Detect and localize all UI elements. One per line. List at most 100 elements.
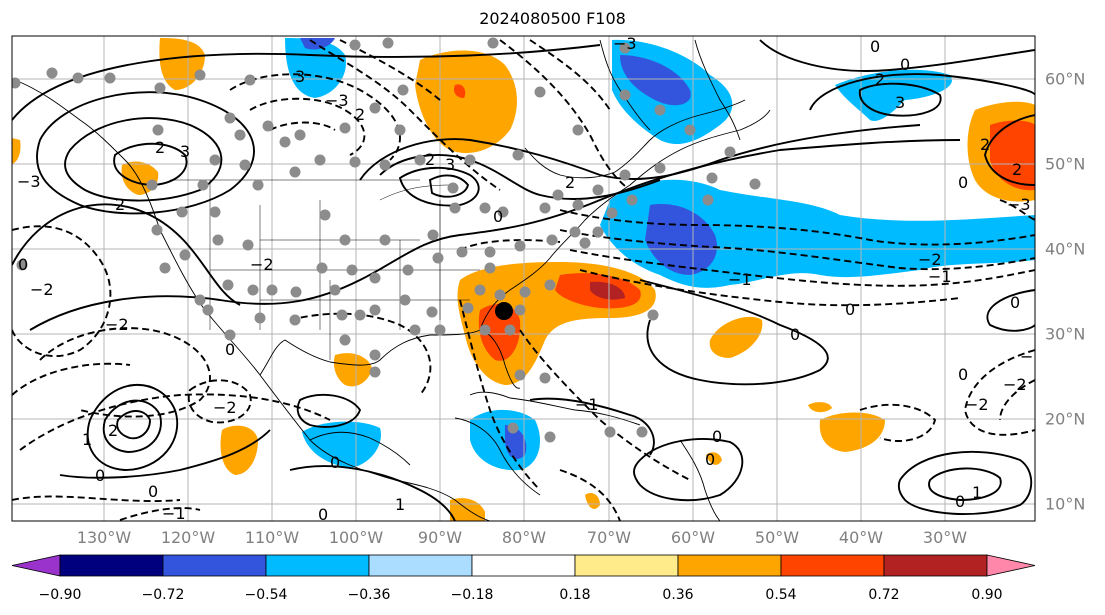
y-tick-label: 50°N — [1045, 154, 1086, 174]
contour-label: 2 — [1012, 160, 1022, 179]
contour-label: 2 — [155, 138, 165, 157]
colorbar-tick-label: −0.72 — [141, 587, 185, 603]
contour-label: −3 — [1007, 195, 1031, 214]
contour-label: 0 — [955, 492, 965, 511]
colorbar-segment — [265, 554, 370, 577]
colorbar-tick-label: −0.54 — [244, 587, 288, 603]
colorbar-tick-label: −0.90 — [38, 587, 82, 603]
contour-label: 0 — [95, 466, 105, 485]
contour-label: −3 — [325, 91, 349, 110]
contour-label: 2 — [115, 195, 125, 214]
contour-label: −1 — [575, 395, 599, 414]
contour-label: −3 — [613, 34, 637, 53]
contours-negative — [12, 39, 1035, 521]
contour-label: 0 — [493, 207, 503, 226]
colorbar-tick-label: 0.18 — [559, 587, 591, 603]
contour-label: 0 — [712, 427, 722, 446]
colorbar-segment — [59, 554, 164, 577]
contour-label: −1 — [162, 504, 186, 523]
colorbar-tick-label: −0.36 — [347, 587, 391, 603]
contour-label: −2 — [965, 395, 989, 414]
plot-frame — [11, 35, 1036, 522]
highlight-marker — [495, 302, 513, 320]
x-tick-label: 130°W — [76, 528, 132, 547]
contour-label: 3 — [295, 67, 305, 86]
x-tick-label: 70°W — [586, 528, 632, 547]
colorbar-segment — [162, 554, 267, 577]
contour-label: 3 — [895, 93, 905, 112]
contour-label: 1 — [395, 495, 405, 514]
y-tick-label: 60°N — [1045, 69, 1086, 89]
positive-anomaly-small-1 — [159, 38, 205, 90]
contour-label: 0 — [1010, 293, 1020, 312]
y-tick-label: 30°N — [1045, 324, 1086, 344]
y-tick-label: 40°N — [1045, 239, 1086, 259]
x-tick-label: 100°W — [328, 528, 384, 547]
contour-label: 2 — [980, 135, 990, 154]
colorbar-extend-high — [986, 554, 1036, 577]
colorbar-segment — [471, 554, 576, 577]
positive-anomaly-canada — [415, 50, 517, 154]
x-tick-label: 40°W — [838, 528, 884, 547]
colorbar-segment — [677, 554, 782, 577]
colorbar-segment — [368, 554, 473, 577]
contour-label: 0 — [845, 300, 855, 319]
contour-label: −2 — [213, 398, 237, 417]
colorbar-tick-label: 0.72 — [868, 587, 900, 603]
contour-label: −2 — [30, 280, 54, 299]
negative-anomaly-mexico — [302, 421, 381, 468]
x-tick-label: 120°W — [160, 528, 216, 547]
contour-label: 0 — [900, 55, 910, 74]
contour-label: −1 — [1020, 347, 1044, 366]
x-tick-label: 80°W — [501, 528, 547, 547]
x-tick-label: 50°W — [754, 528, 800, 547]
contour-label: 2 — [425, 150, 435, 169]
contour-label: 1 — [82, 430, 92, 449]
contour-label: 3 — [445, 155, 455, 174]
contour-label: 0 — [705, 450, 715, 469]
colorbar-tick-label: −0.18 — [450, 587, 494, 603]
contour-label: 2 — [355, 105, 365, 124]
contour-label: −2 — [1003, 375, 1027, 394]
contour-label: 0 — [225, 340, 235, 359]
x-tick-label: 30°W — [922, 528, 968, 547]
y-tick-label: 20°N — [1045, 409, 1086, 429]
y-tick-label: 10°N — [1045, 494, 1086, 514]
colorbar-tick-label: 0.54 — [765, 587, 797, 603]
contour-label: −1 — [928, 267, 952, 286]
x-tick-label: 60°W — [670, 528, 716, 547]
contour-labels: 2 3 2 −3 0 −2 −2 0 −2 1 2 0 0 −1 −2 3 −3… — [17, 34, 1044, 524]
negative-anomaly-greenland-sea — [835, 69, 952, 121]
contour-label: 0 — [870, 37, 880, 56]
contour-label: 3 — [180, 142, 190, 161]
contour-label: 0 — [790, 325, 800, 344]
contour-label: 0 — [330, 453, 340, 472]
contour-label: 2 — [108, 421, 118, 440]
colorbar — [11, 554, 1036, 577]
colorbar-segment — [883, 554, 988, 577]
colorbar-segment — [780, 554, 885, 577]
contour-label: 0 — [148, 482, 158, 501]
coastlines — [14, 39, 771, 521]
negative-anomaly-atlantic-core — [645, 204, 718, 275]
colorbar-tick-label: 0.90 — [971, 587, 1003, 603]
contour-label: −3 — [17, 172, 41, 191]
shaded-fields — [12, 38, 1035, 521]
colorbar-extend-low — [11, 554, 61, 577]
x-tick-label: 90°W — [417, 528, 463, 547]
contour-label: 0 — [958, 173, 968, 192]
contour-label: 0 — [318, 505, 328, 524]
contour-label: −1 — [728, 270, 752, 289]
borders — [170, 179, 480, 360]
contour-label: 2 — [875, 70, 885, 89]
contour-label: −2 — [250, 255, 274, 274]
contour-label: 2 — [565, 173, 575, 192]
station-dots — [12, 37, 761, 443]
contour-label: −2 — [105, 315, 129, 334]
contour-label: 0 — [18, 255, 28, 274]
colorbar-segment — [574, 554, 679, 577]
contour-label: 0 — [958, 365, 968, 384]
colorbar-tick-label: 0.36 — [662, 587, 694, 603]
x-tick-label: 110°W — [244, 528, 300, 547]
